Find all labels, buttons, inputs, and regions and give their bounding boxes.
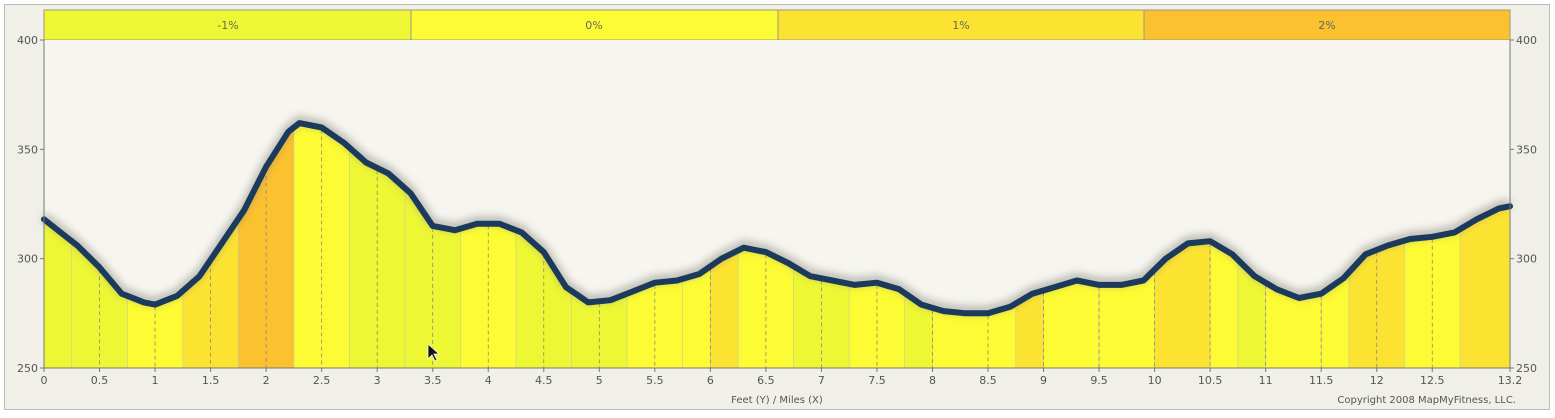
x-tick-label: 12.5	[1420, 374, 1445, 387]
legend-label-neg1: -1%	[217, 19, 238, 32]
y-tick-label-right: 400	[1516, 34, 1537, 47]
x-tick-label: 3	[374, 374, 381, 387]
y-tick-label-left: 250	[17, 362, 38, 375]
x-tick-label: 6.5	[757, 374, 775, 387]
legend-label-0: 0%	[585, 19, 602, 32]
x-tick-label: 8.5	[979, 374, 997, 387]
x-tick-label: 10	[1148, 374, 1162, 387]
x-tick-label: 3.5	[424, 374, 442, 387]
elevation-line	[41, 120, 1513, 317]
mouse-cursor-icon	[427, 343, 441, 362]
y-tick-label-right: 250	[1516, 362, 1537, 375]
grade-legend: -1% 0% 1% 2%	[43, 9, 1511, 41]
x-tick-label: 2.5	[313, 374, 331, 387]
y-tick-label-right: 300	[1516, 253, 1537, 266]
legend-label-2: 2%	[1318, 19, 1335, 32]
legend-band-0	[410, 9, 779, 41]
x-tick-label: 11	[1259, 374, 1273, 387]
x-tick-label: 1	[152, 374, 159, 387]
x-tick-label: 4	[485, 374, 492, 387]
x-tick-label: 4.5	[535, 374, 553, 387]
x-tick-labels: 0 0.5 1 1.5 2 2.5 3 3.5 4 4.5 5 5.5 6 6.5 7 7.5 8 8.5 9 9.5…	[41, 368, 1523, 387]
x-tick-label: 7.5	[868, 374, 886, 387]
legend-label-1: 1%	[952, 19, 969, 32]
y-tick-labels: 250 250 300 300 350 350 400 400	[17, 34, 1537, 375]
y-tick-label-left: 400	[17, 34, 38, 47]
x-tick-label: 1.5	[202, 374, 220, 387]
x-tick-label: 0	[41, 374, 48, 387]
vertical-gridlines	[99, 129, 1433, 368]
legend-band-neg1	[43, 9, 412, 41]
x-tick-label: 6	[707, 374, 714, 387]
x-tick-label: 0.5	[91, 374, 109, 387]
x-tick-label: 8	[929, 374, 936, 387]
x-tick-label: 11.5	[1309, 374, 1334, 387]
elevation-profile	[41, 115, 1513, 317]
x-tick-label: 5.5	[646, 374, 664, 387]
x-tick-label: 12	[1370, 374, 1384, 387]
x-tick-label: 5	[596, 374, 603, 387]
x-tick-label: 10.5	[1198, 374, 1223, 387]
y-tick-label-left: 300	[17, 253, 38, 266]
x-tick-label: 9	[1040, 374, 1047, 387]
x-tick-label: 9.5	[1090, 374, 1108, 387]
x-tick-label: 7	[818, 374, 825, 387]
copyright-text: Copyright 2008 MapMyFitness, LLC.	[1337, 395, 1516, 406]
x-tick-label: 2	[263, 374, 270, 387]
y-tick-label-right: 350	[1516, 143, 1537, 156]
y-tick-label-left: 350	[17, 143, 38, 156]
x-tick-label: 13.2	[1498, 374, 1523, 387]
axis-caption: Feet (Y) / Miles (X)	[731, 395, 823, 406]
